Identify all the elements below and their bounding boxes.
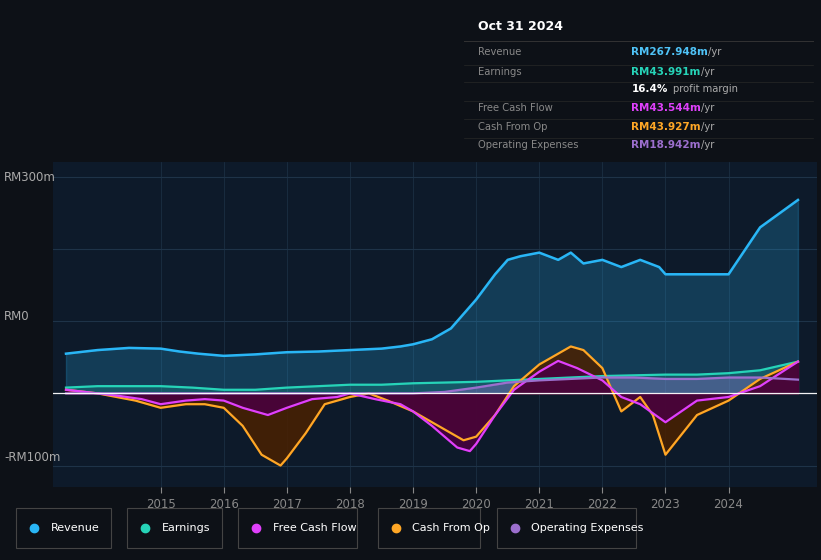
- Text: /yr: /yr: [708, 46, 722, 57]
- Text: RM43.544m: RM43.544m: [631, 103, 701, 113]
- Text: /yr: /yr: [701, 103, 714, 113]
- Text: Oct 31 2024: Oct 31 2024: [478, 20, 563, 33]
- Text: Earnings: Earnings: [162, 523, 210, 533]
- Text: Earnings: Earnings: [478, 67, 521, 77]
- Text: RM267.948m: RM267.948m: [631, 46, 709, 57]
- Text: Revenue: Revenue: [478, 46, 521, 57]
- Text: Operating Expenses: Operating Expenses: [531, 523, 644, 533]
- Text: /yr: /yr: [701, 67, 714, 77]
- Text: Free Cash Flow: Free Cash Flow: [478, 103, 553, 113]
- Text: /yr: /yr: [701, 122, 714, 132]
- Text: Revenue: Revenue: [51, 523, 99, 533]
- Text: RM300m: RM300m: [4, 171, 56, 184]
- Text: RM0: RM0: [4, 310, 30, 323]
- Bar: [127, 508, 222, 548]
- Text: RM43.927m: RM43.927m: [631, 122, 701, 132]
- Text: Operating Expenses: Operating Expenses: [478, 140, 578, 150]
- Text: Cash From Op: Cash From Op: [412, 523, 490, 533]
- Bar: [16, 508, 111, 548]
- Text: -RM100m: -RM100m: [4, 451, 61, 464]
- Bar: [378, 508, 480, 548]
- Text: profit margin: profit margin: [673, 85, 738, 95]
- Text: Free Cash Flow: Free Cash Flow: [273, 523, 356, 533]
- Text: /yr: /yr: [701, 140, 714, 150]
- Bar: [238, 508, 357, 548]
- Text: Cash From Op: Cash From Op: [478, 122, 548, 132]
- Text: RM43.991m: RM43.991m: [631, 67, 701, 77]
- Text: 16.4%: 16.4%: [631, 85, 667, 95]
- Text: RM18.942m: RM18.942m: [631, 140, 701, 150]
- Bar: [497, 508, 636, 548]
